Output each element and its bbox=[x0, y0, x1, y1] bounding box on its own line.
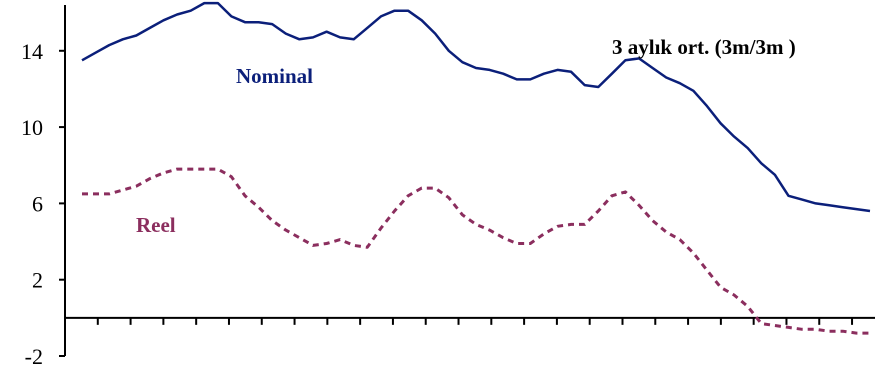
y-tick-labels: -2 2 6 10 14 bbox=[21, 39, 43, 366]
y-tick-label: -2 bbox=[25, 344, 43, 366]
data-series bbox=[81, 1, 871, 335]
series-line-nominal bbox=[81, 1, 871, 213]
y-tick-label: 10 bbox=[21, 115, 43, 140]
chart-annotation: 3 aylık ort. (3m/3m ) bbox=[612, 35, 796, 59]
y-tick-label: 6 bbox=[32, 191, 43, 216]
series-label-nominal: Nominal bbox=[236, 64, 313, 88]
series-line-reel bbox=[82, 167, 870, 335]
y-tick-label: 14 bbox=[21, 39, 43, 64]
y-tick-label: 2 bbox=[32, 268, 43, 293]
series-label-reel: Reel bbox=[136, 213, 176, 237]
chart-axes bbox=[59, 5, 875, 357]
